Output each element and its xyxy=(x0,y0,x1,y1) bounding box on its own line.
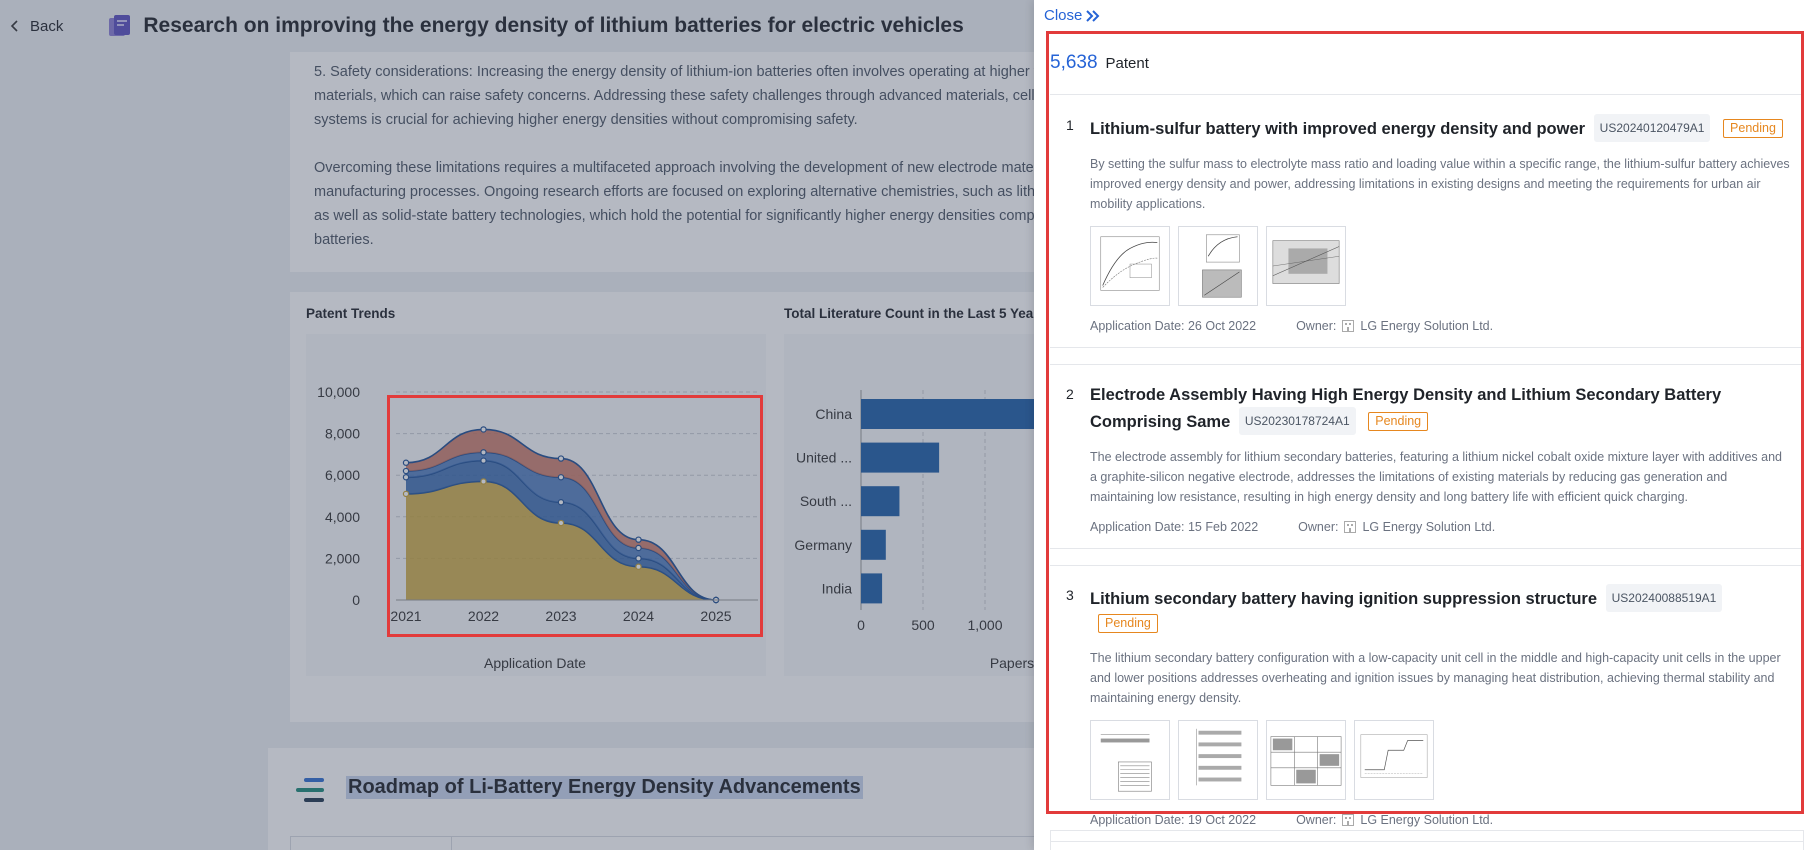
owner: Owner: LG Energy Solution Ltd. xyxy=(1298,520,1495,534)
result-count: 5,638 Patent xyxy=(1050,52,1149,74)
owner-name[interactable]: LG Energy Solution Ltd. xyxy=(1360,319,1493,333)
patent-figure-thumbnail[interactable] xyxy=(1178,720,1258,800)
double-chevron-right-icon xyxy=(1084,8,1102,24)
result-heading: Electrode Assembly Having High Energy De… xyxy=(1090,383,1788,435)
next-result-item[interactable] xyxy=(1050,830,1804,850)
divider xyxy=(1050,94,1804,95)
owner-label: Owner: xyxy=(1298,520,1338,534)
patent-results-list: 1 Lithium-sulfur battery with improved e… xyxy=(1050,96,1804,842)
patent-figure-thumbnail[interactable] xyxy=(1178,226,1258,306)
owner: Owner: LG Energy Solution Ltd. xyxy=(1296,813,1493,827)
patent-result-item[interactable]: 3 Lithium secondary battery having ignit… xyxy=(1050,565,1804,842)
owner-label: Owner: xyxy=(1296,319,1336,333)
close-label: Close xyxy=(1044,7,1082,24)
patent-count-label: Patent xyxy=(1106,55,1149,72)
patent-figure-thumbnail[interactable] xyxy=(1266,720,1346,800)
patent-figure-thumbnail[interactable] xyxy=(1090,226,1170,306)
patent-abstract: By setting the sulfur mass to electrolyt… xyxy=(1090,154,1790,214)
result-heading: Lithium secondary battery having ignitio… xyxy=(1090,584,1788,636)
status-badge: Pending xyxy=(1098,614,1158,633)
result-heading: Lithium-sulfur battery with improved ene… xyxy=(1090,114,1788,142)
patent-title-link[interactable]: Lithium secondary battery having ignitio… xyxy=(1090,590,1597,608)
application-date: Application Date: 19 Oct 2022 xyxy=(1090,813,1256,827)
patent-meta: Application Date: 26 Oct 2022 Owner: LG … xyxy=(1090,319,1788,333)
result-index: 3 xyxy=(1066,587,1074,603)
owner-name[interactable]: LG Energy Solution Ltd. xyxy=(1360,813,1493,827)
status-badge: Pending xyxy=(1723,119,1783,138)
publication-number: US20230178724A1 xyxy=(1239,407,1356,435)
owner: Owner: LG Energy Solution Ltd. xyxy=(1296,319,1493,333)
patent-title-link[interactable]: Lithium-sulfur battery with improved ene… xyxy=(1090,120,1585,138)
patent-meta: Application Date: 19 Oct 2022 Owner: LG … xyxy=(1090,813,1788,827)
patent-figure-thumbnail[interactable] xyxy=(1354,720,1434,800)
patent-drawer: Close 5,638 Patent 1 Lithium-sulfur batt… xyxy=(1034,0,1816,850)
patent-figures xyxy=(1090,720,1788,800)
result-index: 1 xyxy=(1066,117,1074,133)
patent-result-item[interactable]: 1 Lithium-sulfur battery with improved e… xyxy=(1050,96,1804,348)
application-date: Application Date: 15 Feb 2022 xyxy=(1090,520,1258,534)
building-icon xyxy=(1341,813,1355,827)
modal-overlay[interactable] xyxy=(0,0,1034,850)
status-badge: Pending xyxy=(1368,412,1428,431)
building-icon xyxy=(1341,319,1355,333)
patent-count: 5,638 xyxy=(1050,52,1098,74)
patent-result-item[interactable]: 2 Electrode Assembly Having High Energy … xyxy=(1050,364,1804,549)
publication-number: US20240120479A1 xyxy=(1594,114,1711,142)
owner-name[interactable]: LG Energy Solution Ltd. xyxy=(1362,520,1495,534)
application-date: Application Date: 26 Oct 2022 xyxy=(1090,319,1256,333)
patent-figure-thumbnail[interactable] xyxy=(1266,226,1346,306)
building-icon xyxy=(1343,520,1357,534)
patent-abstract: The lithium secondary battery configurat… xyxy=(1090,648,1790,708)
patent-meta: Application Date: 15 Feb 2022 Owner: LG … xyxy=(1090,520,1788,534)
result-index: 2 xyxy=(1066,386,1074,402)
publication-number: US20240088519A1 xyxy=(1606,584,1723,612)
patent-figures xyxy=(1090,226,1788,306)
patent-figure-thumbnail[interactable] xyxy=(1090,720,1170,800)
close-button[interactable]: Close xyxy=(1044,7,1102,24)
patent-abstract: The electrode assembly for lithium secon… xyxy=(1090,447,1790,507)
owner-label: Owner: xyxy=(1296,813,1336,827)
